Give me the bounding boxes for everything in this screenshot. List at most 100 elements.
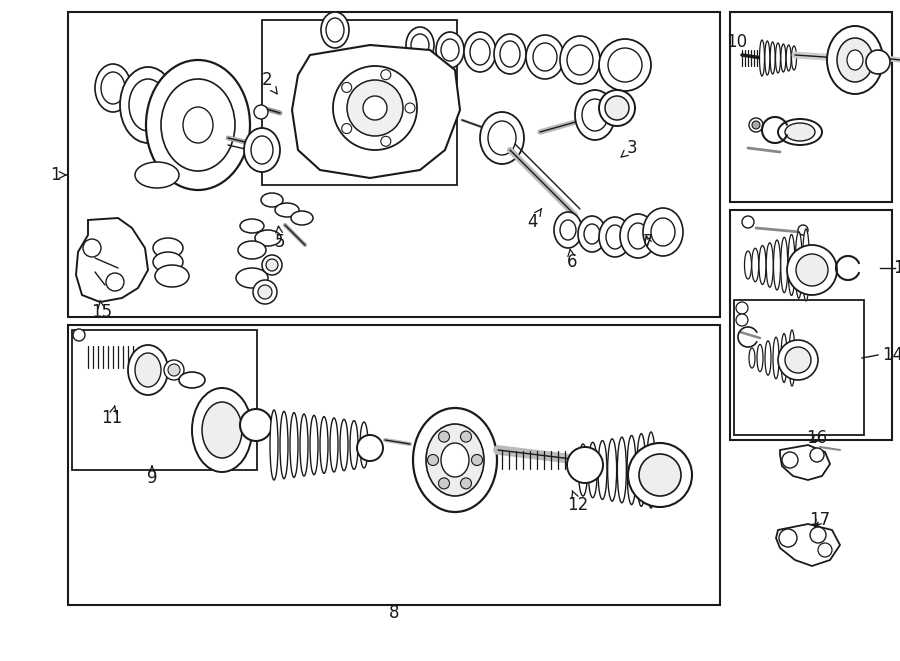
Circle shape: [785, 347, 811, 373]
Circle shape: [736, 314, 748, 326]
Ellipse shape: [128, 345, 168, 395]
Ellipse shape: [773, 337, 779, 379]
Ellipse shape: [255, 230, 281, 246]
Ellipse shape: [752, 249, 759, 282]
Ellipse shape: [608, 439, 616, 501]
Circle shape: [106, 273, 124, 291]
Ellipse shape: [350, 420, 358, 469]
Ellipse shape: [757, 344, 763, 371]
Polygon shape: [76, 218, 148, 302]
Ellipse shape: [560, 36, 600, 84]
Bar: [262, 20, 457, 185]
Ellipse shape: [120, 67, 176, 143]
Ellipse shape: [183, 107, 213, 143]
Circle shape: [461, 431, 472, 442]
Text: 8: 8: [389, 604, 400, 622]
Ellipse shape: [426, 424, 484, 496]
Ellipse shape: [620, 214, 656, 258]
Polygon shape: [776, 524, 840, 566]
Circle shape: [258, 285, 272, 299]
Circle shape: [438, 431, 449, 442]
Ellipse shape: [584, 224, 600, 244]
Ellipse shape: [320, 416, 328, 473]
Ellipse shape: [436, 32, 464, 68]
Text: 13: 13: [892, 259, 900, 277]
Circle shape: [599, 90, 635, 126]
Circle shape: [752, 121, 760, 129]
Ellipse shape: [360, 422, 368, 468]
Circle shape: [342, 124, 352, 134]
Ellipse shape: [827, 26, 883, 94]
Circle shape: [782, 452, 798, 468]
Ellipse shape: [651, 218, 675, 246]
Ellipse shape: [411, 34, 429, 56]
Text: 16: 16: [806, 429, 828, 447]
Ellipse shape: [500, 41, 520, 67]
Ellipse shape: [261, 193, 283, 207]
Ellipse shape: [788, 235, 795, 295]
Ellipse shape: [582, 99, 608, 131]
Ellipse shape: [646, 432, 655, 508]
Circle shape: [736, 302, 748, 314]
Circle shape: [628, 443, 692, 507]
Ellipse shape: [637, 434, 646, 506]
Circle shape: [164, 360, 184, 380]
Text: 12: 12: [567, 490, 589, 514]
Ellipse shape: [244, 128, 280, 172]
Ellipse shape: [560, 220, 576, 240]
Circle shape: [381, 136, 391, 146]
Ellipse shape: [781, 44, 786, 72]
Circle shape: [779, 529, 797, 547]
Bar: [730, 210, 892, 440]
Ellipse shape: [567, 45, 593, 75]
Ellipse shape: [554, 212, 582, 248]
Ellipse shape: [240, 219, 264, 233]
Ellipse shape: [766, 243, 773, 288]
Ellipse shape: [441, 443, 469, 477]
Circle shape: [810, 527, 826, 543]
Ellipse shape: [291, 211, 313, 225]
Ellipse shape: [770, 42, 775, 74]
Ellipse shape: [441, 39, 459, 61]
Circle shape: [567, 447, 603, 483]
Text: 6: 6: [567, 249, 577, 271]
Ellipse shape: [627, 436, 636, 504]
Circle shape: [749, 118, 763, 132]
Ellipse shape: [321, 12, 349, 48]
Text: 11: 11: [102, 406, 122, 427]
Circle shape: [240, 409, 272, 441]
Bar: [68, 12, 720, 317]
Ellipse shape: [192, 388, 252, 472]
Circle shape: [742, 216, 754, 228]
Ellipse shape: [153, 252, 183, 272]
Ellipse shape: [300, 414, 308, 476]
Ellipse shape: [789, 330, 795, 386]
Ellipse shape: [413, 408, 497, 512]
Text: 14: 14: [882, 346, 900, 364]
Bar: [72, 330, 257, 470]
Ellipse shape: [526, 35, 564, 79]
Circle shape: [428, 455, 438, 465]
Ellipse shape: [155, 265, 189, 287]
Circle shape: [608, 48, 642, 82]
Text: 15: 15: [92, 300, 112, 321]
Ellipse shape: [598, 441, 607, 500]
Ellipse shape: [290, 412, 298, 477]
Polygon shape: [292, 45, 460, 178]
Ellipse shape: [470, 39, 490, 65]
Ellipse shape: [606, 225, 624, 249]
Ellipse shape: [238, 241, 266, 259]
Ellipse shape: [101, 72, 125, 104]
Bar: [734, 300, 864, 435]
Ellipse shape: [776, 43, 780, 73]
Text: 9: 9: [147, 466, 158, 487]
Circle shape: [866, 50, 890, 74]
Ellipse shape: [494, 34, 526, 74]
Ellipse shape: [796, 232, 802, 298]
Ellipse shape: [765, 41, 770, 75]
Ellipse shape: [579, 444, 588, 496]
Circle shape: [798, 225, 808, 235]
Circle shape: [405, 103, 415, 113]
Circle shape: [83, 239, 101, 257]
Ellipse shape: [781, 237, 788, 293]
